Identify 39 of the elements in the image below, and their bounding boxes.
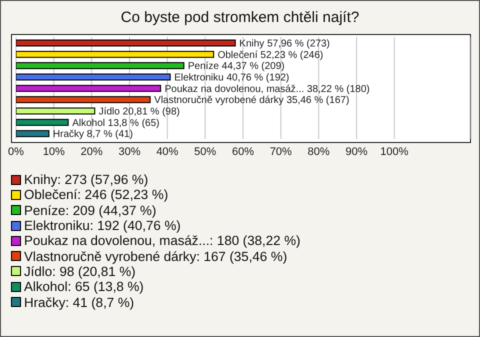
text: Vlastnoručně vyrobené dárky: 167 (35,46 %) <box>24 248 288 264</box>
bar <box>16 74 171 80</box>
category-label: Hračky 8,7 % (41) <box>52 129 133 140</box>
category-label: Peníze 44,37 % (209) <box>188 61 285 72</box>
x-tick-label: 100% <box>380 146 409 158</box>
chart-title: Co byste pod stromkem chtěli najít? <box>120 9 360 26</box>
x-tick-label: 20% <box>80 146 103 158</box>
bar <box>16 108 96 114</box>
category-label: Poukaz na dovolenou, masáž... 38,22 % (180) <box>164 84 370 95</box>
text: Knihy: 273 (57,96 %) <box>24 172 148 188</box>
x-tick-label: 40% <box>156 146 179 158</box>
bar <box>16 130 50 138</box>
text: Peníze: 209 (44,37 %) <box>24 202 156 218</box>
x-tick-label: 60% <box>232 146 254 158</box>
text: Oblečení: 246 (52,23 %) <box>24 187 168 202</box>
bar <box>16 40 236 46</box>
category-label: Elektroniku 40,76 % (192) <box>174 72 290 84</box>
x-tick-label: 0% <box>8 146 24 158</box>
x-tick-label: 50% <box>194 146 216 158</box>
category-label: Vlastnoručně vyrobené dárky 35,46 % (167) <box>154 95 350 106</box>
bar <box>16 62 184 70</box>
category-label: Oblečení 52,23 % (246) <box>218 50 324 61</box>
x-tick-label: 90% <box>345 146 368 158</box>
bar <box>16 96 151 104</box>
text: Hračky: 41 (8,7 %) <box>24 294 134 310</box>
x-tick-label: 70% <box>270 146 292 158</box>
text: Jídlo: 98 (20,81 %) <box>24 264 136 279</box>
text: Alkohol: 65 (13,8 %) <box>24 279 144 294</box>
x-tick-label: 10% <box>42 146 66 158</box>
bar <box>16 118 69 126</box>
category-label: Jídlo 20,81 % (98) <box>98 106 180 118</box>
bar <box>16 84 162 92</box>
x-tick-label: 80% <box>308 146 330 158</box>
text: Elektroniku: 192 (40,76 %) <box>24 218 181 234</box>
text: Poukaz na dovolenou, masáž...: 180 (38,22 %) <box>24 233 300 248</box>
category-label: Knihy 57,96 % (273) <box>239 38 330 50</box>
category-label: Alkohol 13,8 % (65) <box>72 118 160 129</box>
x-tick-label: 30% <box>118 146 141 158</box>
bar <box>16 50 214 58</box>
